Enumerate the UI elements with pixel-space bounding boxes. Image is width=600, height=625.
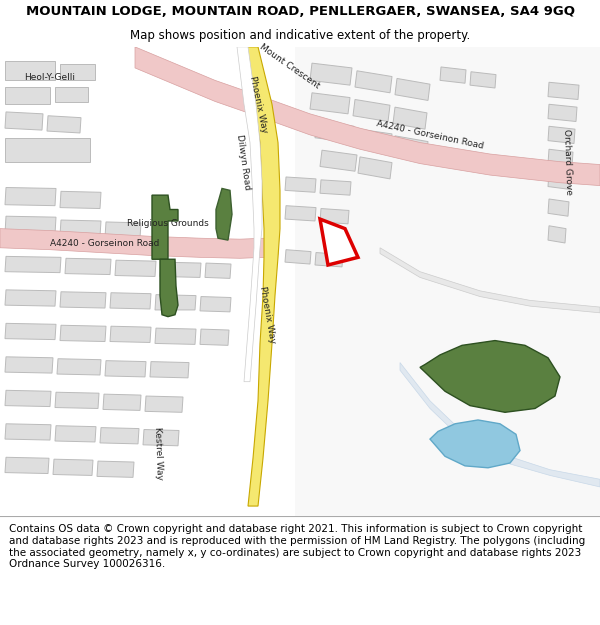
Polygon shape (5, 424, 51, 440)
Polygon shape (395, 79, 430, 101)
Polygon shape (5, 138, 90, 162)
Polygon shape (60, 64, 95, 81)
Polygon shape (5, 390, 51, 407)
Polygon shape (160, 262, 201, 278)
Polygon shape (152, 195, 178, 259)
Text: Mount Crescent: Mount Crescent (258, 42, 322, 90)
Polygon shape (47, 116, 81, 133)
Polygon shape (60, 325, 106, 341)
Polygon shape (135, 47, 600, 186)
Polygon shape (5, 256, 61, 272)
Polygon shape (160, 259, 178, 317)
Polygon shape (548, 173, 571, 189)
Polygon shape (5, 112, 43, 130)
Polygon shape (353, 99, 390, 121)
Polygon shape (420, 341, 560, 412)
Polygon shape (310, 63, 352, 85)
Polygon shape (5, 216, 56, 234)
Text: A4240 - Gorseinon Road: A4240 - Gorseinon Road (50, 239, 160, 249)
Polygon shape (216, 189, 232, 240)
Text: Heol-Y-Gelli: Heol-Y-Gelli (25, 73, 76, 82)
Polygon shape (57, 359, 101, 375)
Polygon shape (315, 121, 354, 142)
Polygon shape (0, 229, 278, 258)
Polygon shape (55, 87, 88, 103)
Polygon shape (100, 428, 139, 444)
Polygon shape (155, 328, 196, 344)
Polygon shape (357, 129, 392, 150)
Polygon shape (310, 92, 350, 114)
Polygon shape (115, 260, 156, 276)
Polygon shape (548, 149, 573, 166)
Polygon shape (470, 72, 496, 88)
Polygon shape (55, 392, 99, 409)
Polygon shape (237, 47, 262, 382)
Polygon shape (430, 420, 520, 468)
Text: MOUNTAIN LODGE, MOUNTAIN ROAD, PENLLERGAER, SWANSEA, SA4 9GQ: MOUNTAIN LODGE, MOUNTAIN ROAD, PENLLERGA… (25, 5, 575, 18)
Polygon shape (320, 180, 351, 195)
Polygon shape (285, 249, 311, 264)
Polygon shape (320, 209, 349, 224)
Polygon shape (60, 220, 101, 236)
Polygon shape (5, 357, 53, 373)
Polygon shape (400, 362, 600, 487)
Polygon shape (110, 326, 151, 342)
Polygon shape (548, 199, 569, 216)
Polygon shape (320, 219, 358, 265)
Text: Dilwyn Road: Dilwyn Road (235, 133, 251, 190)
Polygon shape (150, 362, 189, 378)
Polygon shape (105, 222, 141, 238)
Text: Religious Grounds: Religious Grounds (127, 219, 209, 228)
Text: Kestrel Way: Kestrel Way (152, 427, 163, 480)
Text: Phoenix Way: Phoenix Way (257, 286, 277, 344)
Polygon shape (5, 188, 56, 206)
Polygon shape (105, 361, 146, 377)
Polygon shape (5, 323, 56, 339)
Polygon shape (315, 253, 343, 267)
Polygon shape (60, 191, 101, 209)
Text: Phoenix Way: Phoenix Way (248, 75, 268, 134)
Polygon shape (53, 459, 93, 476)
Polygon shape (548, 104, 577, 121)
Polygon shape (143, 429, 179, 446)
Polygon shape (440, 67, 466, 83)
Polygon shape (243, 47, 280, 506)
Polygon shape (200, 296, 231, 312)
Polygon shape (380, 248, 600, 313)
Text: Map shows position and indicative extent of the property.: Map shows position and indicative extent… (130, 29, 470, 42)
Polygon shape (5, 61, 55, 81)
Polygon shape (548, 226, 566, 243)
Polygon shape (110, 292, 151, 309)
Polygon shape (103, 394, 141, 411)
Polygon shape (393, 107, 427, 129)
Polygon shape (65, 258, 111, 274)
Polygon shape (320, 150, 357, 171)
Polygon shape (205, 263, 231, 278)
Text: Orchard Grove: Orchard Grove (562, 129, 574, 195)
Polygon shape (285, 177, 316, 192)
Polygon shape (155, 294, 196, 310)
Polygon shape (358, 157, 392, 179)
Polygon shape (548, 126, 575, 144)
Polygon shape (295, 47, 600, 516)
Polygon shape (5, 87, 50, 104)
Polygon shape (285, 206, 316, 221)
Polygon shape (5, 290, 56, 306)
Polygon shape (548, 82, 579, 99)
Polygon shape (60, 292, 106, 308)
Polygon shape (97, 461, 134, 478)
Polygon shape (5, 458, 49, 474)
Polygon shape (200, 329, 229, 346)
Polygon shape (393, 136, 428, 158)
Polygon shape (355, 71, 392, 92)
Text: A4240 - Gorseinon Road: A4240 - Gorseinon Road (376, 119, 484, 151)
Polygon shape (145, 396, 183, 412)
Polygon shape (55, 426, 96, 442)
Text: Contains OS data © Crown copyright and database right 2021. This information is : Contains OS data © Crown copyright and d… (9, 524, 585, 569)
